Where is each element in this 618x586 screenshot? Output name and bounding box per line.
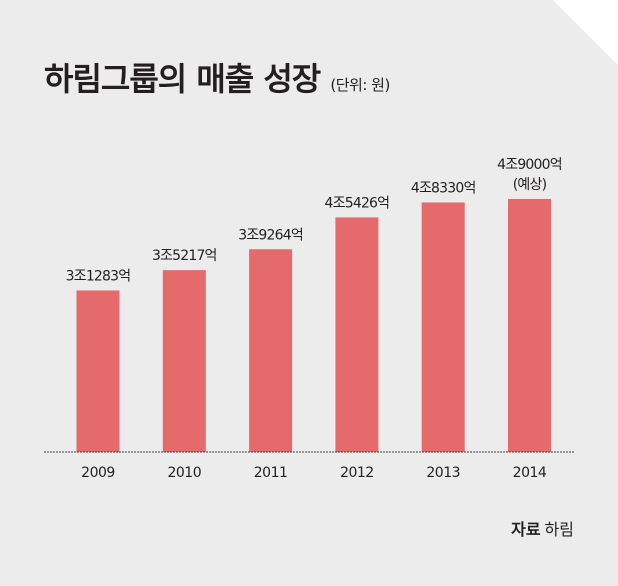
data-label-2011: 3조9264억 — [238, 227, 303, 243]
source-label: 자료 — [511, 520, 541, 539]
unit-label: (단위: 원) — [330, 76, 390, 94]
chart-title-text: 하림그룹의 매출 성장 — [44, 60, 321, 98]
bar-2012 — [335, 217, 379, 452]
x-tick-label-2013: 2013 — [426, 465, 460, 481]
source-value: 하림 — [544, 520, 574, 539]
source-note: 자료 하림 — [511, 516, 574, 540]
x-tick-label-2009: 2009 — [81, 465, 115, 481]
x-tick-label-2010: 2010 — [167, 465, 201, 481]
chart-title: 하림그룹의 매출 성장 (단위: 원) — [44, 54, 390, 100]
x-tick-label-2012: 2012 — [340, 465, 374, 481]
bar-2014 — [508, 198, 551, 452]
x-tick-label-2014: 2014 — [513, 465, 547, 481]
data-label-2012: 4조5426억 — [325, 195, 390, 211]
data-label-2014-1: 4조9000억 — [497, 157, 562, 173]
bar-2009 — [76, 290, 120, 452]
data-label-2009: 3조1283억 — [66, 268, 131, 284]
data-label-2014-2: (예상) — [513, 177, 547, 193]
bar-2010 — [162, 270, 206, 452]
data-label-2010: 3조5217억 — [152, 248, 217, 264]
data-label-2013: 4조8330억 — [411, 180, 476, 196]
bar-2011 — [249, 249, 293, 452]
bar-2013 — [421, 202, 465, 452]
x-tick-label-2011: 2011 — [254, 465, 288, 481]
